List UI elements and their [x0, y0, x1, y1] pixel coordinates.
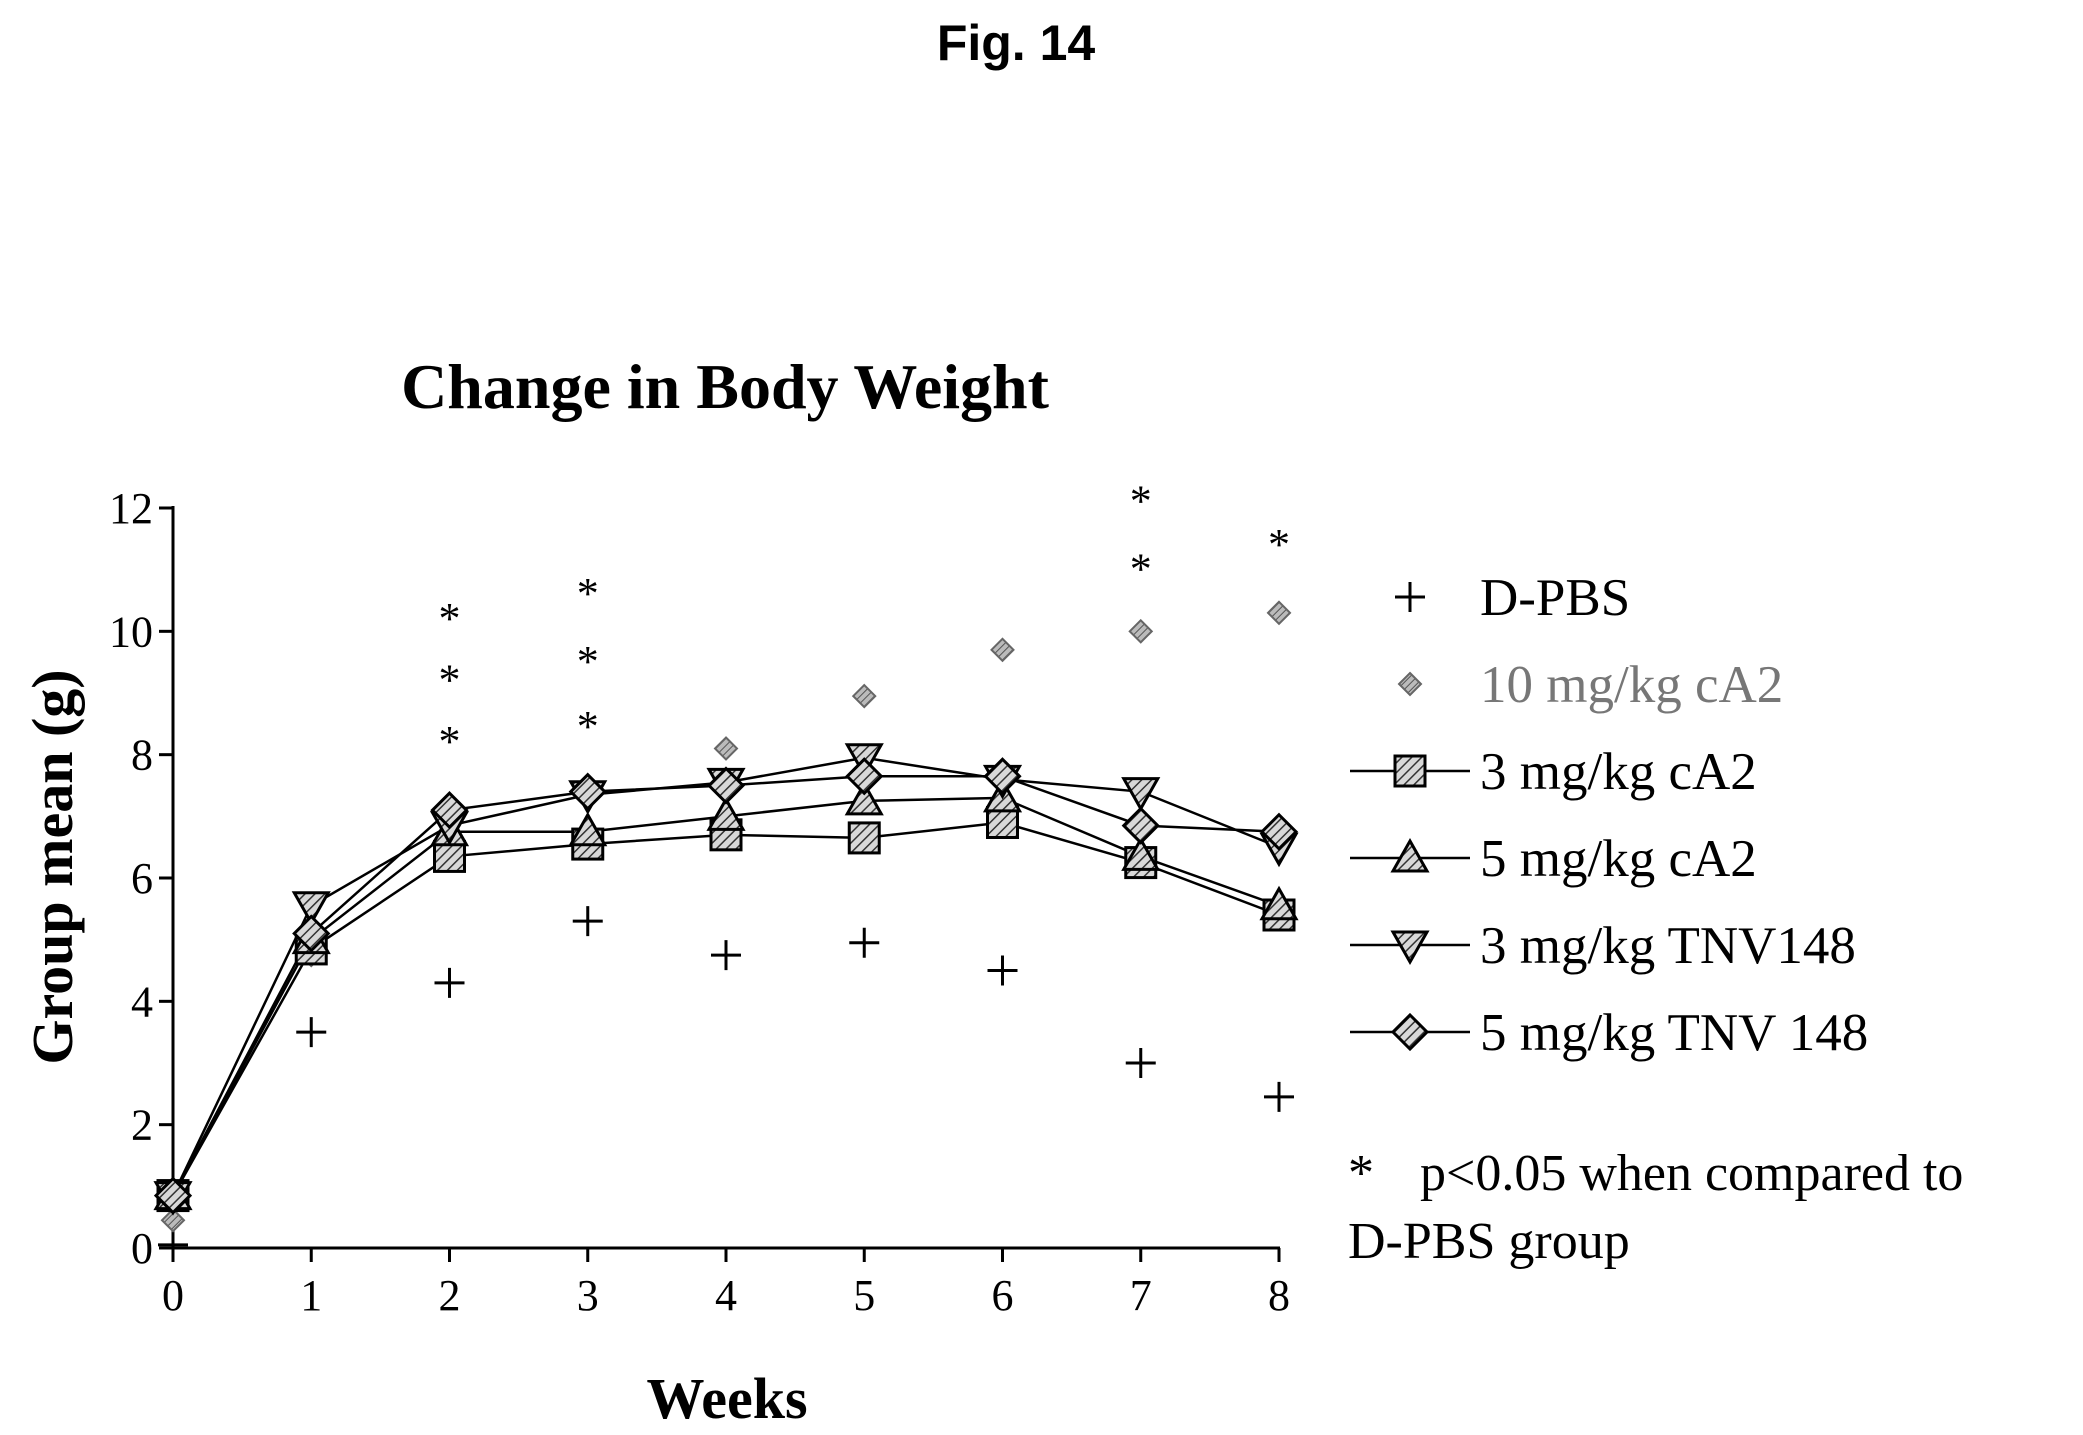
x-tick-label: 7 — [1130, 1271, 1152, 1320]
data-point-5-mg-kg-tnv-148 — [153, 1176, 193, 1215]
data-point-5-mg-kg-tnv-148 — [845, 757, 884, 796]
note-star: * — [1348, 1145, 1374, 1202]
legend-label: 5 mg/kg TNV 148 — [1480, 1004, 1868, 1062]
data-point-10-mg-kg-ca2 — [713, 736, 739, 761]
data-point-10-mg-kg-ca2 — [160, 1207, 186, 1233]
data-point-5-mg-kg-tnv-148 — [1121, 806, 1160, 845]
legend-item-d-pbs: D-PBS — [1395, 569, 1630, 627]
y-tick-label: 4 — [131, 977, 153, 1026]
data-point-5-mg-kg-ca2 — [844, 780, 884, 816]
data-point-5-mg-kg-tnv-148 — [706, 766, 746, 805]
y-tick-label: 6 — [131, 854, 153, 903]
legend-label: 10 mg/kg cA2 — [1480, 656, 1783, 714]
data-point-5-mg-kg-tnv-148 — [1259, 812, 1299, 851]
legend-label: 3 mg/kg TNV148 — [1480, 917, 1856, 975]
chart-title: Change in Body Weight — [401, 351, 1050, 422]
legend-item-3-mg-kg-ca2: 3 mg/kg cA2 — [1350, 743, 1757, 801]
y-tick-label: 8 — [131, 731, 153, 780]
significance-asterisk: * — [577, 702, 599, 751]
data-point-d-pbs — [434, 967, 465, 998]
data-point-5-mg-kg-ca2 — [1259, 885, 1299, 921]
x-tick-label: 3 — [577, 1271, 599, 1320]
data-point-d-pbs — [158, 1229, 188, 1260]
legend-label: 5 mg/kg cA2 — [1480, 830, 1757, 888]
data-point-3-mg-kg-tnv148 — [291, 891, 331, 926]
significance-note: * p<0.05 when compared to D-PBS group — [1348, 1145, 1963, 1270]
x-tick-label: 8 — [1268, 1271, 1290, 1320]
legend-marker — [1390, 1012, 1430, 1052]
data-point-5-mg-kg-tnv-148 — [430, 791, 469, 830]
legend-marker — [1390, 837, 1430, 873]
data-point-d-pbs — [1264, 1081, 1294, 1112]
data-point-10-mg-kg-ca2 — [1266, 600, 1292, 626]
data-point-d-pbs — [296, 1017, 327, 1048]
legend-item-3-mg-kg-tnv148: 3 mg/kg TNV148 — [1350, 917, 1856, 975]
legend-label: D-PBS — [1480, 569, 1630, 627]
significance-asterisk: * — [577, 569, 599, 618]
x-tick-label: 4 — [715, 1271, 737, 1320]
figure-label: Fig. 14 — [937, 15, 1096, 71]
significance-asterisk: * — [1130, 477, 1152, 526]
note-line-1: p<0.05 when compared to — [1420, 1145, 1963, 1202]
series-line-5-mg-kg-ca2 — [171, 796, 1280, 1197]
legend-item-10-mg-kg-ca2: 10 mg/kg cA2 — [1397, 656, 1783, 714]
data-point-5-mg-kg-tnv-148 — [983, 757, 1022, 796]
significance-asterisk: * — [1130, 545, 1152, 594]
data-point-5-mg-kg-ca2 — [1121, 836, 1161, 871]
note-line-2: D-PBS group — [1348, 1213, 1630, 1270]
significance-annotations: * * * * * * * * * — [439, 477, 1291, 767]
significance-asterisk: * — [439, 594, 461, 643]
data-point-3-mg-kg-ca2 — [847, 821, 881, 855]
y-tick-label: 12 — [109, 484, 153, 533]
x-tick-label: 2 — [439, 1271, 461, 1320]
x-tick-label: 5 — [853, 1271, 875, 1320]
series-markers — [153, 600, 1299, 1260]
legend-item-5-mg-kg-ca2: 5 mg/kg cA2 — [1350, 830, 1757, 888]
data-point-3-mg-kg-tnv148 — [1121, 777, 1161, 812]
legend-label: 3 mg/kg cA2 — [1480, 743, 1757, 801]
legend: D-PBS 10 mg/kg cA2 3 mg/kg cA2 5 mg/kg cA2 3… — [1350, 569, 1868, 1062]
series-line-3-mg-kg-ca2 — [171, 821, 1280, 1197]
data-point-5-mg-kg-ca2 — [706, 796, 746, 831]
significance-asterisk: * — [439, 717, 461, 766]
significance-asterisk: * — [439, 656, 461, 705]
data-point-10-mg-kg-ca2 — [1128, 618, 1154, 644]
x-tick-label: 1 — [300, 1271, 322, 1320]
data-point-5-mg-kg-tnv-148 — [568, 772, 607, 811]
y-tick-label: 0 — [131, 1224, 153, 1273]
legend-item-5-mg-kg-tnv-148: 5 mg/kg TNV 148 — [1350, 1004, 1868, 1062]
significance-asterisk: * — [577, 637, 599, 686]
data-point-d-pbs — [1125, 1048, 1156, 1078]
data-point-10-mg-kg-ca2 — [851, 683, 877, 709]
x-axis-title: Weeks — [646, 1366, 807, 1431]
y-tick-label: 2 — [131, 1101, 153, 1150]
data-point-5-mg-kg-ca2 — [568, 811, 608, 847]
significance-asterisk: * — [1268, 520, 1290, 569]
y-axis-title: Group mean (g) — [20, 669, 85, 1064]
data-point-d-pbs — [987, 955, 1018, 986]
legend-marker — [1395, 582, 1425, 612]
x-tick-label: 6 — [992, 1271, 1014, 1320]
x-tick-label: 0 — [162, 1271, 184, 1320]
data-point-5-mg-kg-tnv-148 — [292, 914, 331, 953]
data-point-10-mg-kg-ca2 — [990, 637, 1015, 663]
legend-marker — [1393, 754, 1427, 788]
legend-marker — [1397, 671, 1423, 697]
data-point-d-pbs — [572, 906, 603, 937]
y-tick-label: 10 — [109, 607, 153, 656]
data-point-d-pbs — [849, 927, 880, 958]
legend-marker — [1390, 930, 1430, 966]
data-point-d-pbs — [711, 940, 741, 971]
